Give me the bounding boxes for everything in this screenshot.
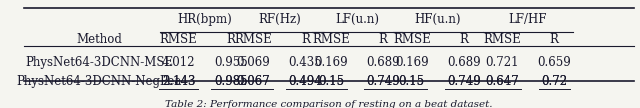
- Text: Table 2: Performance comparison of resting on a beat dataset.: Table 2: Performance comparison of resti…: [165, 100, 493, 108]
- Text: 0.067: 0.067: [236, 75, 270, 88]
- Text: Method: Method: [76, 33, 122, 46]
- Text: R: R: [550, 33, 559, 46]
- Text: 0.749: 0.749: [366, 75, 400, 88]
- Text: 0.647: 0.647: [485, 75, 519, 88]
- Text: 0.659: 0.659: [538, 56, 571, 69]
- Text: 0.494: 0.494: [289, 75, 323, 88]
- Text: R: R: [460, 33, 468, 46]
- Text: 0.721: 0.721: [485, 56, 518, 69]
- Text: 0.689: 0.689: [447, 56, 481, 69]
- Text: 2.143: 2.143: [162, 75, 195, 88]
- Text: 0.15: 0.15: [318, 75, 344, 88]
- Text: LF/HF: LF/HF: [509, 13, 547, 26]
- Text: RF(Hz): RF(Hz): [258, 13, 301, 26]
- Text: 0.985: 0.985: [214, 75, 248, 88]
- Text: 4.012: 4.012: [162, 56, 195, 69]
- Text: RMSE: RMSE: [483, 33, 521, 46]
- Text: 0.689: 0.689: [366, 56, 400, 69]
- Text: HR(bpm): HR(bpm): [177, 13, 232, 26]
- Text: 0.15: 0.15: [399, 75, 425, 88]
- Text: 0.494: 0.494: [289, 75, 323, 88]
- Text: 0.749: 0.749: [447, 75, 481, 88]
- Text: 0.169: 0.169: [395, 56, 429, 69]
- Text: RMSE: RMSE: [393, 33, 431, 46]
- Text: R: R: [301, 33, 310, 46]
- Text: 0.72: 0.72: [541, 75, 567, 88]
- Text: 0.15: 0.15: [318, 75, 344, 88]
- Text: 0.069: 0.069: [236, 56, 270, 69]
- Text: 0.067: 0.067: [236, 75, 270, 88]
- Text: 0.647: 0.647: [485, 75, 519, 88]
- Text: HF(u.n): HF(u.n): [415, 13, 461, 26]
- Text: 0.749: 0.749: [447, 75, 481, 88]
- Text: 0.72: 0.72: [541, 75, 567, 88]
- Text: RMSE: RMSE: [312, 33, 350, 46]
- Text: RMSE: RMSE: [160, 33, 198, 46]
- Text: PhysNet64-3DCNN-NegPea: PhysNet64-3DCNN-NegPea: [17, 75, 182, 88]
- Text: 2.143: 2.143: [162, 75, 195, 88]
- Text: 0.955: 0.955: [214, 56, 248, 69]
- Text: 0.435: 0.435: [289, 56, 323, 69]
- Text: 0.985: 0.985: [214, 75, 248, 88]
- Text: LF(u.n): LF(u.n): [335, 13, 379, 26]
- Text: R: R: [227, 33, 236, 46]
- Text: 0.749: 0.749: [366, 75, 400, 88]
- Text: RMSE: RMSE: [234, 33, 272, 46]
- Text: PhysNet64-3DCNN-MSE: PhysNet64-3DCNN-MSE: [25, 56, 173, 69]
- Text: R: R: [379, 33, 388, 46]
- Text: 0.169: 0.169: [314, 56, 348, 69]
- Text: 0.15: 0.15: [399, 75, 425, 88]
